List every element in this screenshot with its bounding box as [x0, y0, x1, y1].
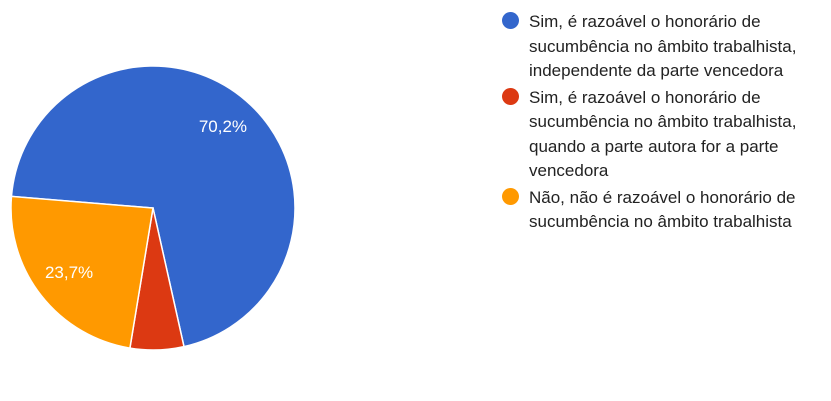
slice-label: 70,2% — [199, 117, 247, 136]
legend-item: Sim, é razoável o honorário de sucumbênc… — [502, 86, 831, 184]
slice-label: 23,7% — [45, 263, 93, 282]
legend: Sim, é razoável o honorário de sucumbênc… — [502, 10, 831, 237]
legend-swatch — [502, 87, 519, 105]
legend-swatch — [502, 187, 519, 205]
legend-swatch — [502, 12, 519, 29]
legend-label: Sim, é razoável o honorário de sucumbênc… — [529, 12, 797, 80]
legend-item: Não, não é razoável o honorário de sucum… — [502, 186, 831, 235]
legend-item: Sim, é razoável o honorário de sucumbênc… — [502, 10, 831, 84]
pie-chart: 70,2% 23,7% — [10, 65, 296, 351]
legend-label: Não, não é razoável o honorário de sucum… — [529, 187, 796, 232]
pie-slice — [10, 195, 154, 349]
pie-slice — [10, 65, 296, 348]
legend-label: Sim, é razoável o honorário de sucumbênc… — [529, 87, 797, 181]
